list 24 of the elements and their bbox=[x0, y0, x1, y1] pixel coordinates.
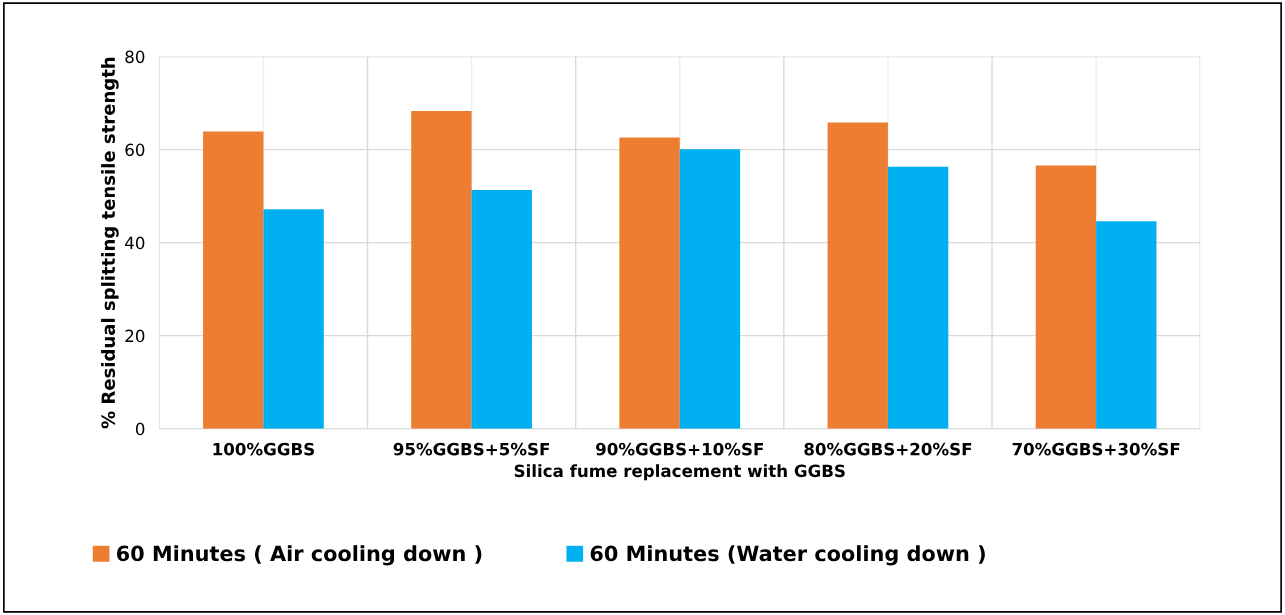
bar bbox=[827, 122, 888, 429]
x-tick-label: 100%GGBS bbox=[213, 442, 314, 456]
bar bbox=[411, 111, 472, 429]
bar bbox=[1035, 165, 1097, 429]
y-tick-label: 60 bbox=[125, 143, 145, 157]
x-tick-label: 95%GGBS+5%SF bbox=[393, 442, 549, 456]
x-axis-title: Silica fume replacement with GGBS bbox=[514, 464, 845, 481]
bar bbox=[203, 131, 264, 429]
bar bbox=[471, 190, 532, 429]
bar bbox=[619, 137, 680, 429]
legend-label: 60 Minutes ( Air cooling down ) bbox=[116, 545, 482, 566]
y-tick-label: 0 bbox=[135, 422, 145, 436]
x-tick-label: 90%GGBS+10%SF bbox=[596, 442, 763, 456]
y-tick-label: 40 bbox=[125, 236, 145, 250]
y-axis-title: % Residual splitting tensile strength bbox=[101, 57, 119, 429]
x-tick-label: 80%GGBS+20%SF bbox=[804, 442, 972, 456]
bar bbox=[1096, 221, 1157, 429]
y-tick-label: 80 bbox=[125, 50, 145, 64]
legend-label: 60 Minutes (Water cooling down ) bbox=[590, 545, 985, 566]
bar bbox=[887, 166, 949, 429]
x-tick-label: 70%GGBS+30%SF bbox=[1012, 442, 1180, 456]
bar bbox=[679, 149, 741, 429]
y-tick-label: 20 bbox=[125, 329, 145, 343]
bar bbox=[263, 209, 324, 429]
